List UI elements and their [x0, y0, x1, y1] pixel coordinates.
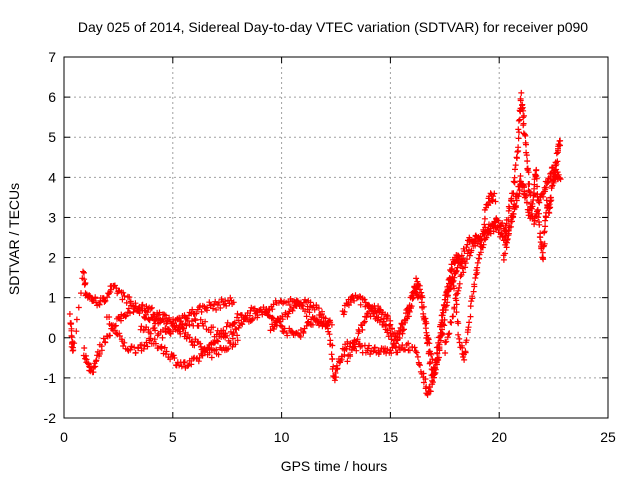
x-tick-label: 10: [274, 429, 290, 445]
axis-ticks: 0 5 10 15 20 25 -2 -1 0 1 2 3 4 5 6 7: [44, 49, 616, 445]
plus-markers: [442, 89, 564, 356]
x-tick-label: 5: [169, 429, 177, 445]
y-tick-label: 2: [48, 250, 56, 266]
plus-markers: [137, 296, 335, 344]
plus-markers: [344, 173, 529, 381]
x-axis-label: GPS time / hours: [281, 458, 388, 474]
series-s4: [137, 296, 335, 344]
plot-frame: [63, 56, 609, 419]
series-s8: [442, 89, 564, 356]
y-tick-label: -2: [44, 410, 57, 426]
series-s9: [500, 164, 564, 263]
x-tick-label: 25: [600, 429, 616, 445]
y-tick-label: 5: [48, 129, 56, 145]
y-tick-label: 3: [48, 209, 56, 225]
y-tick-label: 4: [48, 169, 56, 185]
y-tick-label: -1: [44, 370, 57, 386]
x-tick-label: 20: [491, 429, 507, 445]
plus-markers: [80, 294, 237, 376]
y-tick-label: 0: [48, 330, 56, 346]
y-tick-label: 6: [48, 89, 56, 105]
series-s7: [344, 173, 529, 381]
y-tick-label: 1: [48, 290, 56, 306]
series-s2: [80, 294, 237, 376]
data-markers: [66, 89, 564, 398]
plus-markers: [500, 164, 564, 263]
x-tick-label: 0: [60, 429, 68, 445]
x-tick-label: 15: [383, 429, 399, 445]
chart-title: Day 025 of 2014, Sidereal Day-to-day VTE…: [78, 19, 588, 35]
y-tick-label: 7: [48, 49, 56, 65]
y-axis-label: SDTVAR / TECUs: [6, 183, 22, 295]
